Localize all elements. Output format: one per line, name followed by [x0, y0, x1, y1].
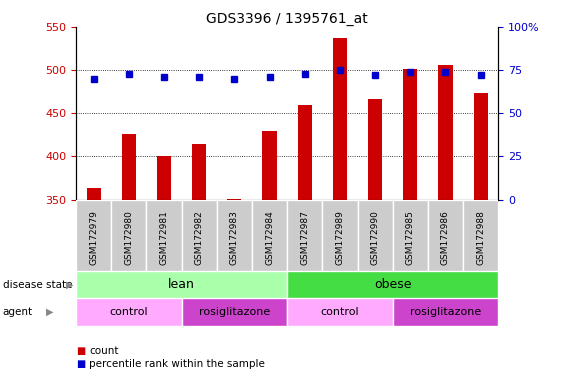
Text: GSM172986: GSM172986 [441, 210, 450, 265]
Bar [181, 298, 287, 326]
Text: GSM172982: GSM172982 [195, 210, 204, 265]
Text: GSM172988: GSM172988 [476, 210, 485, 265]
Bar [473, 93, 488, 200]
Bar [439, 65, 453, 200]
Bar [87, 189, 101, 200]
Bar [393, 298, 498, 326]
Bar [111, 200, 146, 271]
Bar [181, 200, 217, 271]
Text: rosiglitazone: rosiglitazone [410, 307, 481, 317]
Text: GSM172990: GSM172990 [370, 210, 379, 265]
Text: ▶: ▶ [46, 307, 53, 317]
Text: percentile rank within the sample: percentile rank within the sample [89, 359, 265, 369]
Text: ■: ■ [76, 346, 85, 356]
Text: control: control [320, 307, 359, 317]
Bar [76, 271, 287, 298]
Bar [333, 38, 347, 200]
Bar [287, 298, 393, 326]
Bar [428, 200, 463, 271]
Bar [262, 131, 276, 200]
Bar [287, 271, 498, 298]
Bar [393, 200, 428, 271]
Bar [76, 298, 181, 326]
Text: GSM172981: GSM172981 [159, 210, 168, 265]
Text: GSM172984: GSM172984 [265, 210, 274, 265]
Text: GSM172983: GSM172983 [230, 210, 239, 265]
Bar [358, 200, 393, 271]
Text: lean: lean [168, 278, 195, 291]
Text: disease state: disease state [3, 280, 72, 290]
Bar [298, 104, 312, 200]
Text: obese: obese [374, 278, 412, 291]
Text: GSM172987: GSM172987 [300, 210, 309, 265]
Bar [252, 200, 287, 271]
Bar [122, 134, 136, 200]
Bar [368, 99, 382, 200]
Text: rosiglitazone: rosiglitazone [199, 307, 270, 317]
Bar [192, 144, 206, 200]
Bar [227, 199, 242, 200]
Text: GSM172985: GSM172985 [406, 210, 415, 265]
Text: control: control [109, 307, 148, 317]
Bar [287, 200, 322, 271]
Bar [146, 200, 181, 271]
Text: ■: ■ [76, 359, 85, 369]
Text: count: count [89, 346, 118, 356]
Text: GSM172980: GSM172980 [124, 210, 133, 265]
Bar [217, 200, 252, 271]
Text: GSM172989: GSM172989 [336, 210, 345, 265]
Text: GSM172979: GSM172979 [89, 210, 98, 265]
Bar [463, 200, 498, 271]
Bar [322, 200, 358, 271]
Bar [76, 200, 111, 271]
Bar [403, 69, 417, 200]
Text: ▶: ▶ [66, 280, 74, 290]
Title: GDS3396 / 1395761_at: GDS3396 / 1395761_at [206, 12, 368, 26]
Bar [157, 156, 171, 200]
Text: agent: agent [3, 307, 33, 317]
